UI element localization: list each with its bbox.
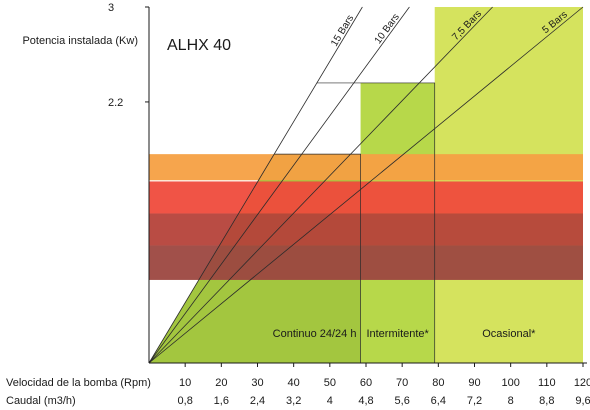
x-tick-label-flow-9: 8 xyxy=(508,395,514,407)
x-tick-label-flow-6: 5,6 xyxy=(395,395,410,407)
x-tick-label-flow-1: 1,6 xyxy=(214,395,229,407)
x-tick-label-rpm-6: 70 xyxy=(396,377,408,389)
x-tick-label-flow-5: 4,8 xyxy=(358,395,373,407)
power-band-2 xyxy=(149,213,583,246)
x-tick-label-rpm-11: 120 xyxy=(574,377,590,389)
x-axis-label-flow: Caudal (m3/h) xyxy=(6,395,76,407)
x-tick-label-flow-10: 8,8 xyxy=(539,395,554,407)
x-tick-label-rpm-5: 60 xyxy=(360,377,372,389)
pressure-label-0: 15 Bars xyxy=(329,13,356,48)
power-band-0 xyxy=(149,154,583,181)
x-tick-label-flow-8: 7,2 xyxy=(467,395,482,407)
pressure-line-2 xyxy=(148,6,493,364)
x-tick-label-flow-2: 2,4 xyxy=(250,395,265,407)
zone-label-1: Intermitente* xyxy=(366,328,429,340)
x-tick-label-flow-7: 6,4 xyxy=(431,395,446,407)
x-tick-label-rpm-3: 40 xyxy=(288,377,300,389)
x-tick-label-rpm-0: 10 xyxy=(179,377,191,389)
x-tick-label-rpm-7: 80 xyxy=(432,377,444,389)
x-tick-label-rpm-10: 110 xyxy=(538,377,556,389)
x-tick-label-flow-3: 3,2 xyxy=(286,395,301,407)
x-tick-label-flow-0: 0,8 xyxy=(178,395,193,407)
pressure-line-1 xyxy=(148,6,410,364)
zone-outline-0 xyxy=(274,153,361,363)
power-band-1 xyxy=(149,181,583,214)
pressure-line-0 xyxy=(148,6,363,364)
zone-outline-1 xyxy=(316,82,436,363)
pressure-label-1: 10 Bars xyxy=(373,12,402,46)
x-tick-label-rpm-1: 20 xyxy=(215,377,227,389)
zone-label-2: Ocasional* xyxy=(482,328,536,340)
x-tick-label-rpm-8: 90 xyxy=(468,377,480,389)
x-tick-label-rpm-4: 50 xyxy=(324,377,336,389)
y-axis-label: Potencia instalada (Kw) xyxy=(22,35,138,47)
x-axis-label: Velocidad de la bomba (Rpm) xyxy=(6,377,151,389)
x-tick-label-flow-4: 4 xyxy=(327,395,333,407)
x-tick-label-rpm-2: 30 xyxy=(251,377,263,389)
y-tick-label-1: 3 xyxy=(108,2,114,14)
pressure-line-3 xyxy=(148,6,584,364)
zone-label-0: Continuo 24/24 h xyxy=(273,328,357,340)
y-tick-label-0: 2.2 xyxy=(108,97,123,109)
chart-title: ALHX 40 xyxy=(167,37,231,54)
x-tick-label-flow-11: 9,6 xyxy=(575,395,590,407)
power-band-3 xyxy=(149,245,583,280)
x-tick-label-rpm-9: 100 xyxy=(501,377,519,389)
